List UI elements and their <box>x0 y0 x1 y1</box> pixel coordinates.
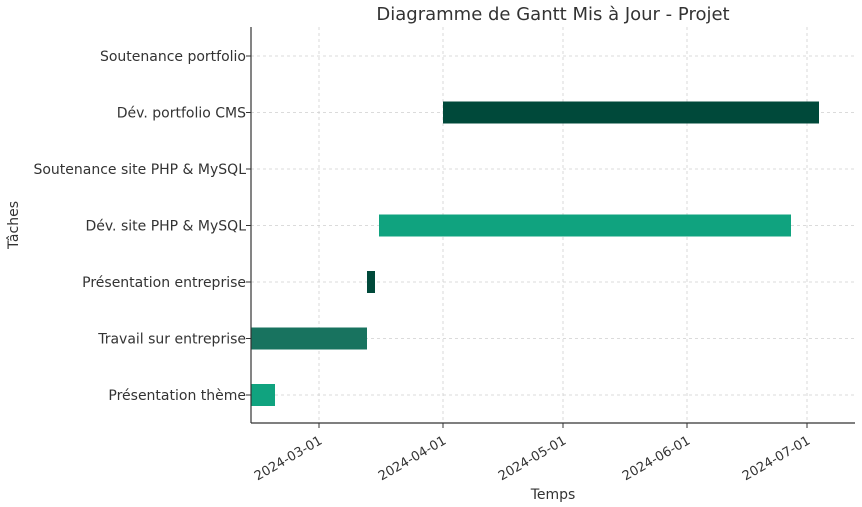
task-bar <box>367 271 375 293</box>
task-bar <box>443 101 819 124</box>
task-label: Présentation entreprise <box>82 275 246 291</box>
axis-layer <box>246 27 855 428</box>
task-bar <box>251 327 367 350</box>
x-tick-label: 2024-04-01 <box>376 433 449 484</box>
task-bar <box>379 214 791 237</box>
task-bar <box>251 384 275 406</box>
x-tick-label: 2024-03-01 <box>252 433 325 484</box>
task-label: Soutenance portfolio <box>100 49 246 65</box>
chart-title: Diagramme de Gantt Mis à Jour - Projet <box>376 4 729 25</box>
task-label: Dév. portfolio CMS <box>117 106 246 122</box>
x-tick-label: 2024-05-01 <box>496 433 569 484</box>
task-label: Dév. site PHP & MySQL <box>85 219 246 235</box>
bar-layer <box>251 101 819 406</box>
x-tick-label: 2024-07-01 <box>740 433 813 484</box>
x-axis-label: Temps <box>530 487 576 503</box>
y-axis-label: Tâches <box>6 201 22 250</box>
x-tick-label: 2024-06-01 <box>620 433 693 484</box>
task-label: Travail sur entreprise <box>97 332 246 348</box>
task-label: Présentation thème <box>108 388 246 404</box>
task-label: Soutenance site PHP & MySQL <box>33 162 246 178</box>
